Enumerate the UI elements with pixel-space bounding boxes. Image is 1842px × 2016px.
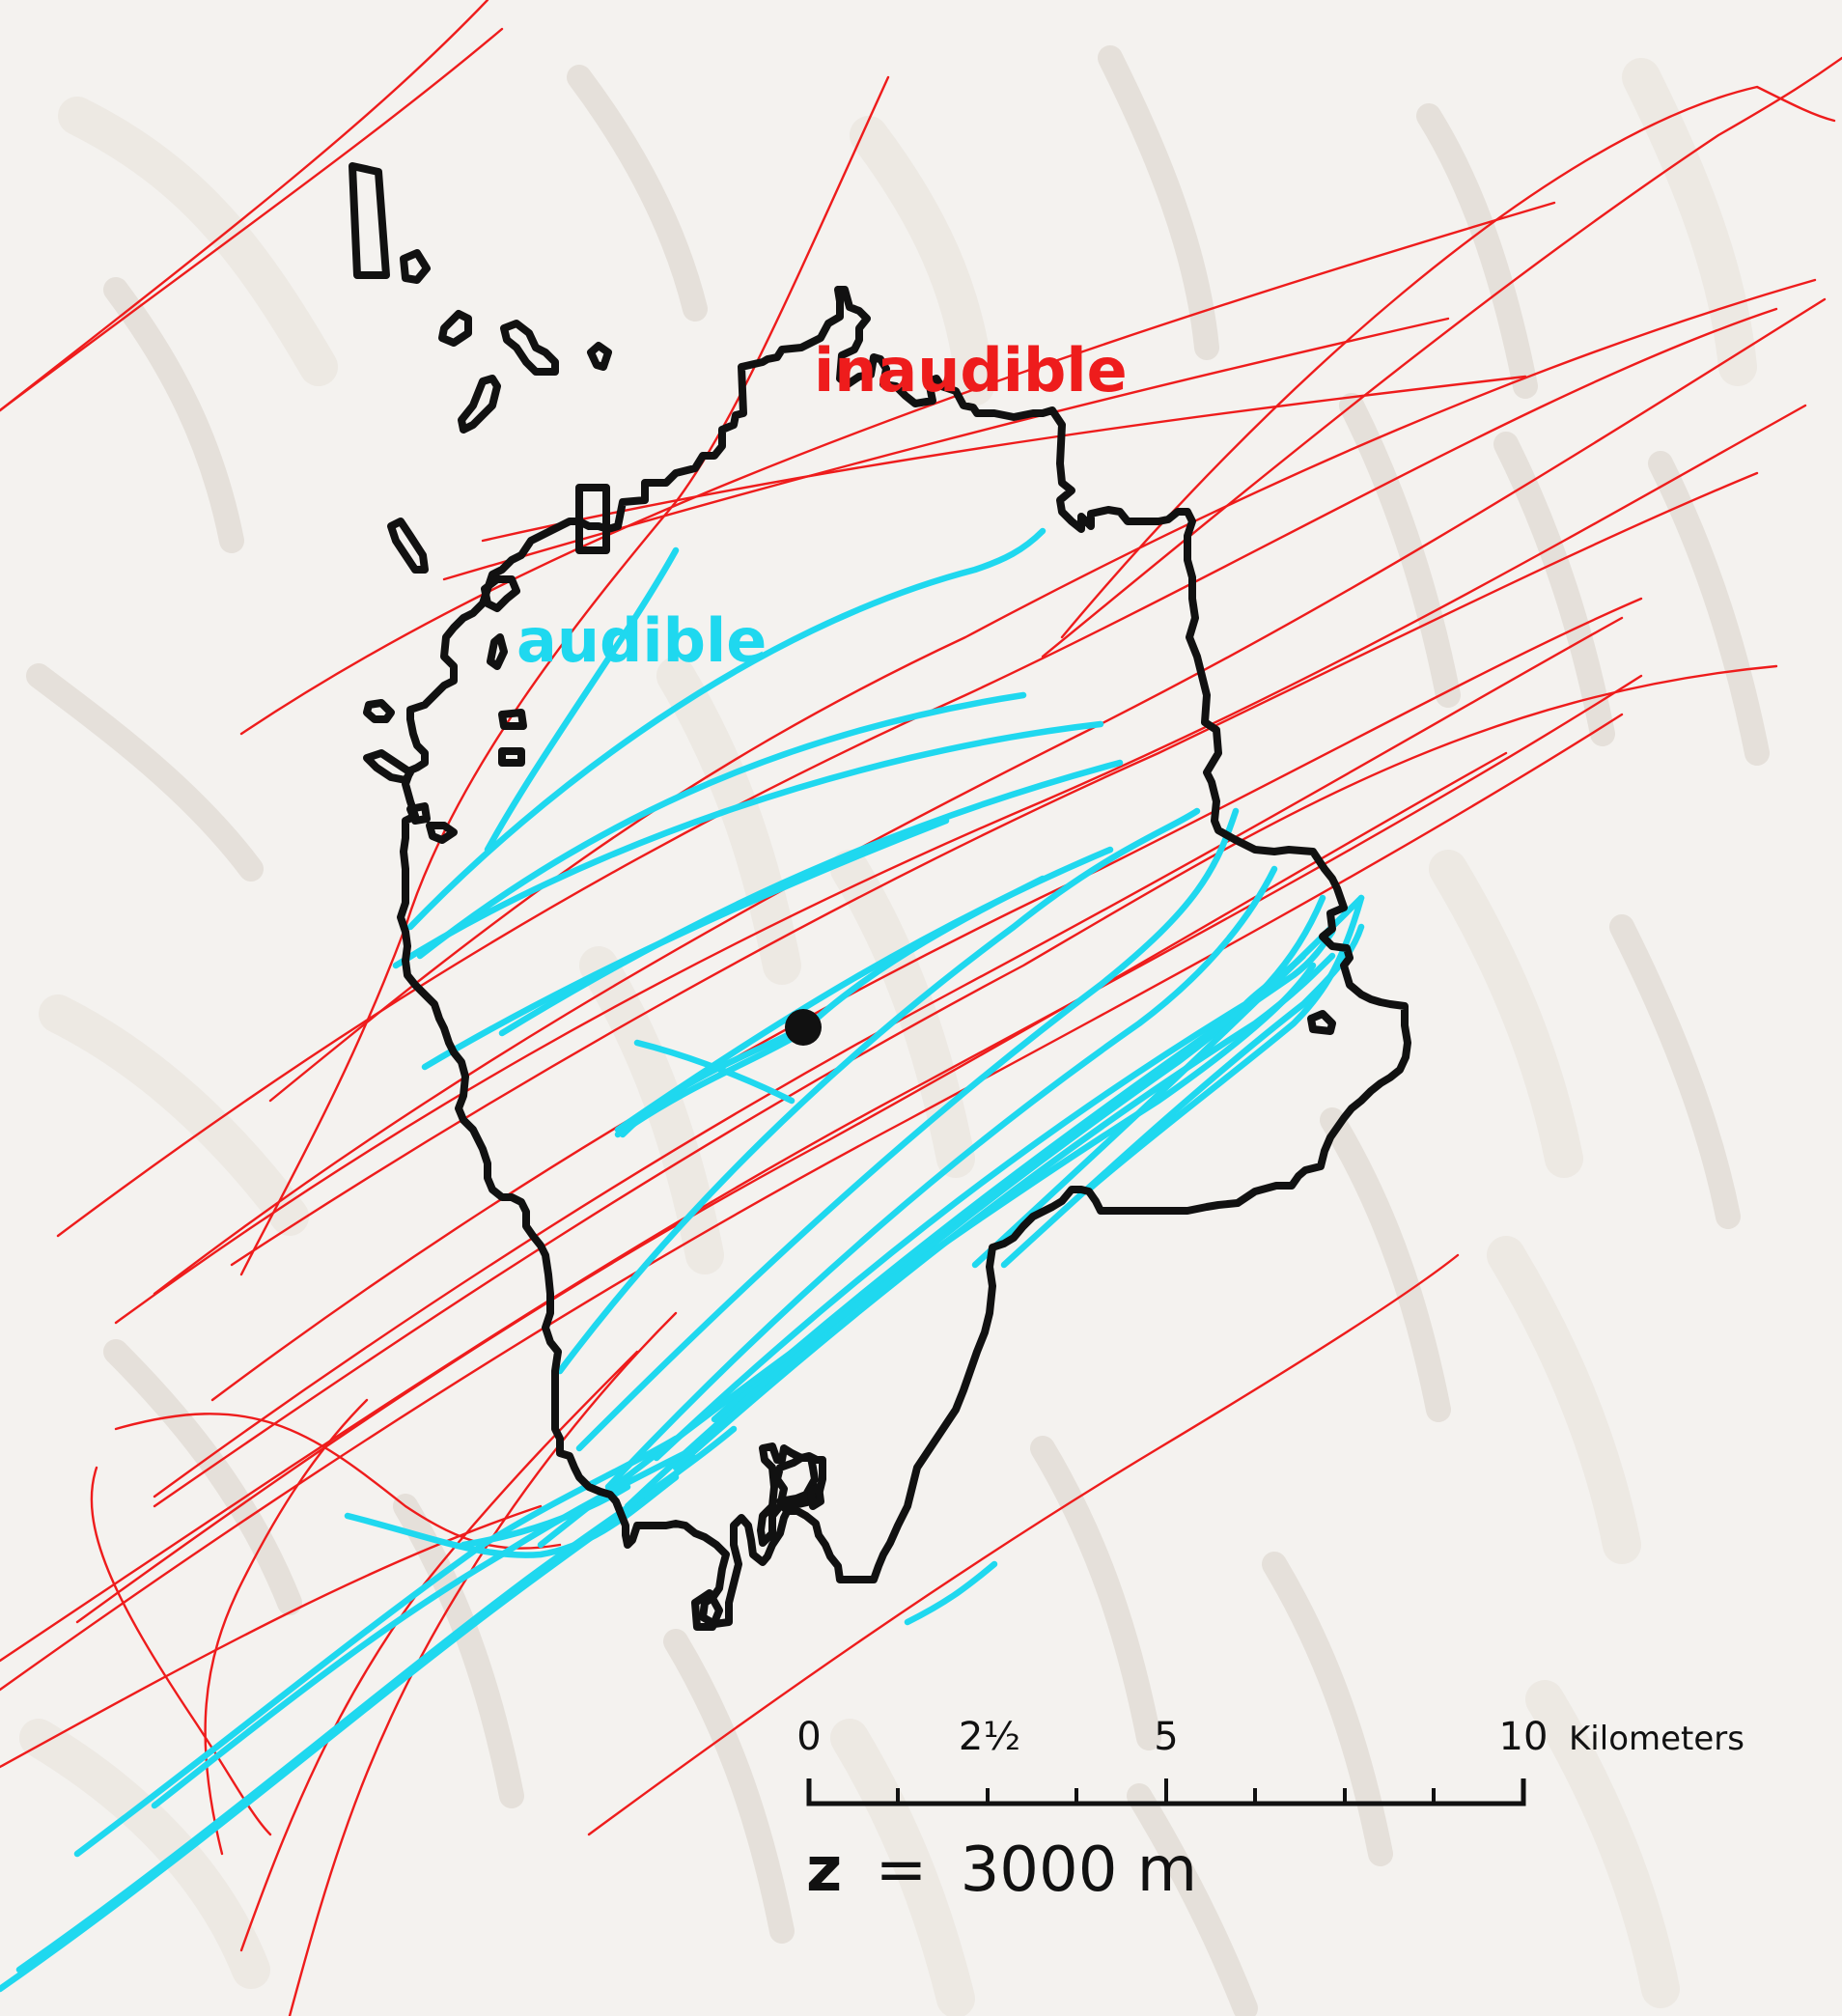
park-boundary-fragment [349,162,390,279]
flight-track [1060,85,1836,639]
audible-segment [392,720,1104,969]
audible-segment [344,1473,680,1558]
audible-segment [797,875,1047,1037]
scale-tick-label-5: 5 [1154,1715,1178,1759]
audible-segment [416,691,1027,960]
flight-track [239,201,1556,736]
park-boundary-fragment [498,747,525,767]
source-location-marker [785,1009,822,1046]
park-boundary-fragment [575,484,610,554]
flight-track [0,713,1624,1692]
flight-track [230,471,1759,1267]
park-boundary-fragment [481,575,520,612]
flight-track [204,1398,369,1856]
audible-segment [15,1425,738,1974]
scale-bar-minor-ticks [896,1778,1436,1804]
audible-segment [604,865,1278,1491]
flight-track [153,297,1827,1296]
altitude-variable: z [806,1834,842,1906]
flight-track [239,75,890,1276]
audible-segment [1087,894,1365,1191]
flight-track [153,664,1778,1508]
audible-segment [624,894,1326,1510]
park-boundary-main [397,286,1411,1628]
park-boundary-fragment [426,822,458,844]
flight-track [288,1311,678,2016]
audible-segment [653,952,1307,1462]
flight-track [268,278,1817,1103]
audible-segment [904,1560,998,1626]
audible-segment [537,962,1317,1549]
park-boundary-fragment [807,1483,824,1510]
audible-segment [484,546,680,854]
flight-track [442,317,1450,581]
park-boundary-fragment [498,709,527,730]
park-boundary-fragment [487,633,508,670]
scale-tick-label-2-5: 2½ [959,1715,1020,1759]
park-boundary-fragment [1307,1010,1336,1035]
park-boundary-fragment [400,249,431,284]
audible-segment [633,1039,795,1105]
park-boundary-fragment [587,342,612,371]
park-boundary [349,162,1411,1631]
inaudible-label: inaudible [814,335,1128,406]
park-boundary-fragment [363,699,395,723]
park-boundary-fragment [438,310,472,347]
flight-track [153,616,1624,1498]
flight-track [0,674,1643,1663]
audible-segment [406,527,1047,931]
park-boundary-fragment [406,802,431,825]
terrain-hillshade [19,45,1770,2016]
audible-segment [73,1435,680,1858]
scale-unit-label: Kilometers [1569,1720,1744,1758]
audible-segment [556,807,1201,1375]
flight-track [481,375,1527,543]
scale-tick-label-10: 10 [1499,1715,1549,1759]
altitude-equals: = [876,1834,928,1906]
scale-bar: 0 2½ 5 10 Kilometers [796,1715,1744,1806]
flight-track [114,404,1807,1325]
park-boundary-fragment [363,749,414,784]
flight-track [56,307,1778,1238]
altitude-label: z = 3000 m [806,1834,1197,1906]
park-boundary-fragment [500,320,559,376]
flight-track [587,1253,1460,1836]
audible-segment [575,807,1240,1452]
audible-segment [971,894,1365,1269]
audible-flight-tracks [0,527,1365,1993]
flight-track [0,1504,543,1769]
flight-track [210,597,1643,1402]
audible-segment [421,817,950,1071]
audible-label: audible [516,605,767,676]
audible-segment [619,1029,795,1138]
flight-track [0,27,504,412]
scale-tick-label-0: 0 [796,1715,821,1759]
altitude-value: 3000 m [961,1834,1198,1906]
svg-text:z = 3000 m: z = 3000 m [806,1834,1197,1906]
audible-segment [498,759,1124,1037]
flight-track [0,0,489,412]
park-boundary-fragment [691,1589,723,1631]
park-boundary-fragment [458,375,501,434]
flight-track [114,1413,562,1550]
audible-segment [151,1444,699,1809]
park-boundary-fragment [387,518,429,574]
